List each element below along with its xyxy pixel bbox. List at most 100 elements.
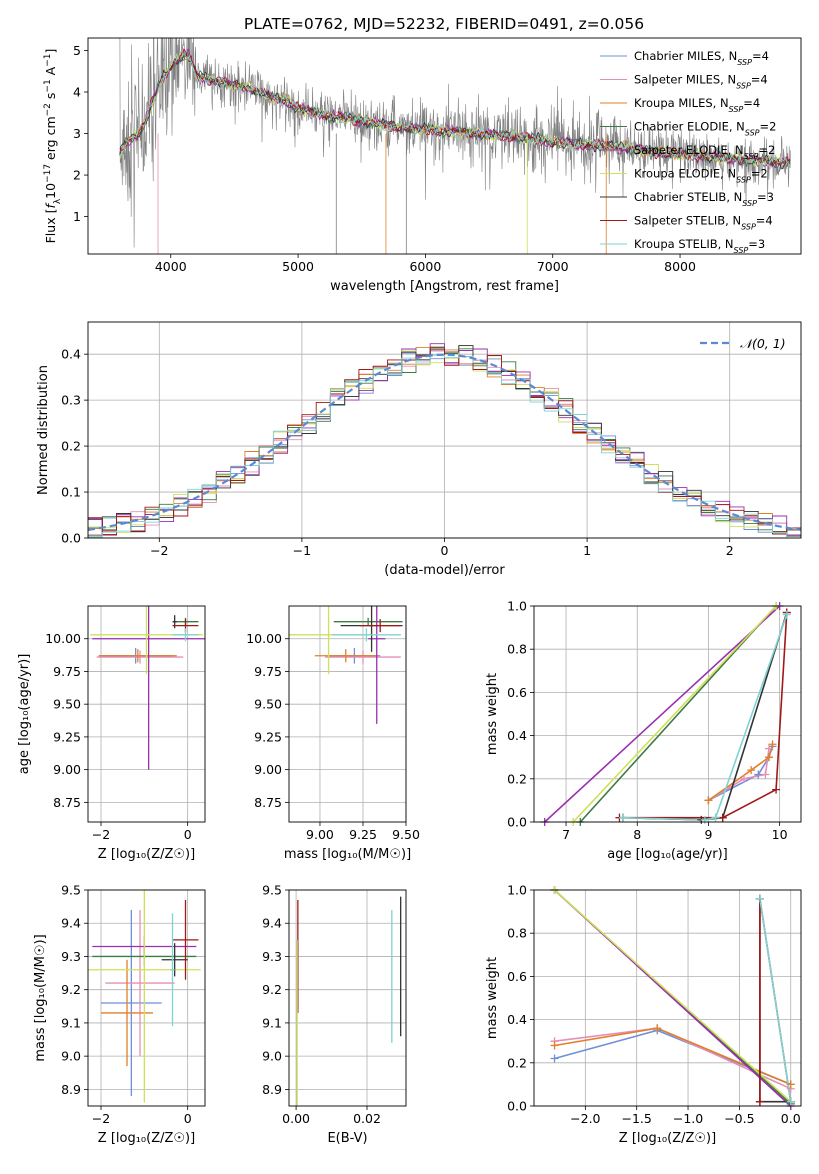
weight-marker-kroupa_stelib bbox=[786, 1097, 795, 1106]
axes-spectrum: 4000 5000 6000 7000 8000 1 2 3 4 5 wavelength [Ang… bbox=[43, 37, 802, 294]
y-tick-label: 9.0 bbox=[61, 1049, 81, 1064]
y-tick-label: 9.00 bbox=[254, 762, 282, 777]
y-tick-label: 8.75 bbox=[53, 795, 81, 810]
weight-line-chabrier_stelib bbox=[622, 612, 788, 821]
y-tick-label: 0.8 bbox=[507, 926, 527, 941]
plot-area-z-age bbox=[90, 606, 205, 770]
weight-marker-salpeter_miles bbox=[761, 770, 770, 779]
x-tick-label: 9.25 bbox=[349, 827, 377, 842]
y-tick-label: 9.5 bbox=[262, 883, 282, 898]
y-tick-label: 8.9 bbox=[262, 1082, 282, 1097]
weight-marker-kroupa_stelib bbox=[755, 894, 764, 903]
weight-marker-kroupa_miles bbox=[786, 1080, 795, 1089]
x-tick-label: 4000 bbox=[155, 259, 187, 274]
y-tick-label: 3 bbox=[73, 126, 81, 141]
x-tick-label: 7 bbox=[562, 827, 570, 842]
weight-marker-kroupa_miles bbox=[653, 1024, 662, 1033]
y-tick-label: 1.0 bbox=[507, 883, 527, 898]
weight-marker-salpeter_stelib bbox=[718, 813, 727, 822]
x-axis-label: Z [log₁₀(Z/Z☉)] bbox=[98, 1131, 195, 1146]
weight-marker-kroupa_miles bbox=[764, 753, 773, 762]
weight-marker-kroupa_miles bbox=[768, 740, 777, 749]
y-axis-label: age [log₁₀(age/yr)] bbox=[17, 654, 32, 775]
axes-frame bbox=[533, 605, 802, 823]
y-tick-label: 0.4 bbox=[507, 1012, 527, 1027]
y-tick-label: 9.25 bbox=[53, 729, 81, 744]
x-tick-label: 0.02 bbox=[353, 1111, 381, 1126]
y-tick-label: 0.1 bbox=[61, 485, 81, 500]
y-tick-label: 0.2 bbox=[507, 1055, 527, 1070]
histogram-kroupa_stelib bbox=[88, 354, 801, 538]
weight-marker-kroupa_miles bbox=[704, 796, 713, 805]
y-tick-label: 0.8 bbox=[507, 642, 527, 657]
axes-frame bbox=[288, 605, 407, 823]
y-tick-label: 0.2 bbox=[507, 771, 527, 786]
x-tick-label: 10 bbox=[772, 827, 788, 842]
plot-area-spectrum bbox=[119, 38, 791, 254]
plot-area-ebv-mass bbox=[296, 896, 402, 1106]
x-tick-label: 9.00 bbox=[306, 827, 334, 842]
legend-entry: Kroupa STELIB, NSSP=3 bbox=[634, 237, 765, 255]
x-tick-label: 5000 bbox=[282, 259, 314, 274]
normal-curve bbox=[88, 353, 801, 531]
x-axis-label: mass [log₁₀(M/M☉)] bbox=[284, 847, 411, 862]
axes-residuals: −2 −1 0 1 2 0.0 0.1 0.2 0.3 0.4 (data-model)/error… bbox=[36, 321, 802, 578]
x-tick-label: 2 bbox=[726, 543, 734, 558]
weight-line-chabrier_elodie bbox=[579, 606, 777, 822]
y-tick-label: 0.2 bbox=[61, 439, 81, 454]
y-tick-label: 9.50 bbox=[254, 697, 282, 712]
y-tick-label: 0.0 bbox=[507, 1099, 527, 1114]
y-tick-label: 10.00 bbox=[45, 631, 81, 646]
weight-marker-kroupa_stelib bbox=[782, 610, 791, 619]
axes-ebv-mass: 0.00 0.02 8.9 9.0 9.1 9.2 9.3 9.4 9.5 E(B-V) bbox=[262, 883, 407, 1146]
y-axis-label: mass [log₁₀(M/M☉)] bbox=[33, 934, 48, 1061]
y-tick-label: 9.75 bbox=[53, 664, 81, 679]
x-axis-label: (data-model)/error bbox=[384, 563, 505, 578]
x-tick-label: 7000 bbox=[537, 259, 569, 274]
legend-entry: Salpeter ELODIE, NSSP=2 bbox=[634, 143, 775, 161]
x-tick-label: −2 bbox=[150, 543, 168, 558]
model-line-kroupa_stelib bbox=[119, 51, 791, 168]
axes-z-weight: −2.0 −1.5 −1.0 −0.5 0.0 0.0 0.2 0.4 0.6 0.8 1.0 Z [… bbox=[485, 883, 802, 1146]
y-tick-label: 1 bbox=[73, 209, 81, 224]
plot-area-z-weight bbox=[553, 890, 792, 1106]
plot-area-z-mass bbox=[88, 890, 201, 1103]
x-tick-label: 0 bbox=[184, 827, 192, 842]
x-tick-label: −1 bbox=[293, 543, 311, 558]
axes-frame bbox=[87, 889, 206, 1107]
weight-marker-kroupa_stelib bbox=[619, 813, 627, 822]
weight-line-salpeter_elodie bbox=[544, 606, 781, 822]
y-tick-label: 9.2 bbox=[262, 982, 282, 997]
x-tick-label: 8 bbox=[633, 827, 641, 842]
legend-entry: 𝒩(0, 1) bbox=[740, 336, 786, 351]
y-tick-label: 9.25 bbox=[254, 729, 282, 744]
plot-area-residuals bbox=[88, 343, 801, 538]
legend-entry: Salpeter MILES, NSSP=4 bbox=[634, 73, 768, 91]
legend-entry: Salpeter STELIB, NSSP=4 bbox=[634, 214, 773, 232]
y-tick-label: 8.75 bbox=[254, 795, 282, 810]
weight-line-kroupa_elodie bbox=[553, 890, 792, 1103]
y-tick-label: 9.5 bbox=[61, 883, 81, 898]
x-axis-label: wavelength [Angstrom, rest frame] bbox=[330, 279, 559, 294]
x-tick-label: 9.50 bbox=[392, 827, 420, 842]
weight-marker-chabrier_miles bbox=[550, 1054, 559, 1063]
axes-z-mass: −2 0 8.9 9.0 9.1 9.2 9.3 9.4 9.5 Z [log₁₀(Z/Z☉)] m… bbox=[33, 883, 206, 1146]
figure-title: PLATE=0762, MJD=52232, FIBERID=0491, z=0… bbox=[244, 15, 644, 33]
y-tick-label: 0.0 bbox=[507, 815, 527, 830]
y-tick-label: 9.4 bbox=[61, 916, 81, 931]
y-tick-label: 0.6 bbox=[507, 685, 527, 700]
y-tick-label: 0.6 bbox=[507, 969, 527, 984]
x-tick-label: −0.5 bbox=[724, 1111, 754, 1126]
x-tick-label: 9 bbox=[704, 827, 712, 842]
y-tick-label: 9.2 bbox=[61, 982, 81, 997]
weight-marker-chabrier_miles bbox=[754, 770, 763, 779]
x-tick-label: 6000 bbox=[409, 259, 441, 274]
plot-area-mass-age bbox=[289, 606, 403, 724]
y-tick-label: 10.00 bbox=[246, 631, 282, 646]
axes-frame bbox=[87, 605, 206, 823]
x-axis-label: Z [log₁₀(Z/Z☉)] bbox=[619, 1131, 716, 1146]
y-axis-label: Normed distribution bbox=[36, 365, 51, 495]
x-tick-label: 0 bbox=[441, 543, 449, 558]
weight-marker-kroupa_miles bbox=[550, 1041, 559, 1050]
y-tick-label: 8.9 bbox=[61, 1082, 81, 1097]
